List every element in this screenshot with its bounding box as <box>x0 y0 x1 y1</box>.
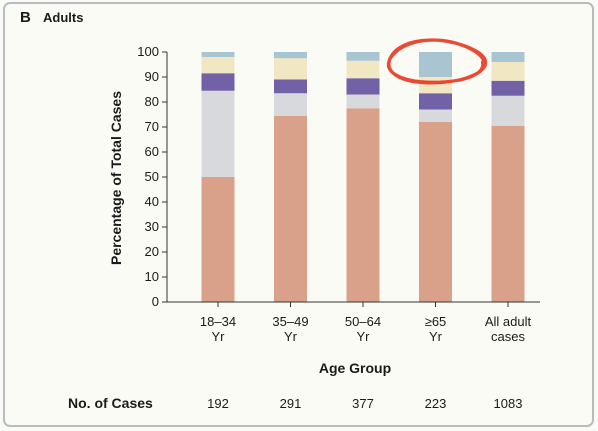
bar-segment-2-1 <box>346 94 380 109</box>
x-tick-label: 18–34 <box>200 314 236 329</box>
bar-segment-4-0 <box>491 125 525 302</box>
y-tick-label: 90 <box>145 69 159 84</box>
bar-segment-1-1 <box>274 93 307 116</box>
bar-segment-0-2 <box>201 73 235 91</box>
x-tick-label: Yr <box>429 329 443 344</box>
bar-segment-0-3 <box>201 57 235 74</box>
bar-segment-1-3 <box>274 58 307 80</box>
bar-segment-0-1 <box>201 90 235 177</box>
bar-segment-1-4 <box>274 52 307 59</box>
bar-segment-1-2 <box>274 79 307 94</box>
bar-segment-3-3 <box>419 77 452 94</box>
bar-segment-2-3 <box>346 60 380 79</box>
x-tick-label: cases <box>491 329 525 344</box>
panel-letter: B <box>20 9 31 26</box>
bar-segment-3-0 <box>419 122 452 302</box>
x-tick-label: Yr <box>357 329 371 344</box>
count-value: 223 <box>424 396 447 411</box>
bar-segment-2-0 <box>346 108 380 302</box>
y-tick-label: 40 <box>145 194 159 209</box>
x-tick-label: 50–64 <box>345 314 381 329</box>
y-tick-label: 20 <box>145 244 159 259</box>
x-tick-label: All adult <box>485 314 532 329</box>
x-tick-label: Yr <box>212 329 226 344</box>
bar-segment-4-4 <box>491 52 525 62</box>
x-tick-label: 35–49 <box>272 314 308 329</box>
count-value: 1083 <box>493 396 523 411</box>
bar-segment-3-2 <box>419 93 452 110</box>
x-tick-label: ≥65 <box>425 314 447 329</box>
bar-segment-2-4 <box>346 52 380 61</box>
y-tick-label: 0 <box>152 294 159 309</box>
counts-row-label: No. of Cases <box>68 395 153 411</box>
bar-segment-0-4 <box>201 52 235 57</box>
bar-segment-0-0 <box>201 177 235 302</box>
panel-title: Adults <box>43 10 84 25</box>
y-tick-label: 70 <box>145 119 159 134</box>
y-tick-label: 60 <box>145 144 159 159</box>
bar-segment-3-4 <box>419 52 452 77</box>
bar-segment-2-2 <box>346 78 380 95</box>
panel-header: B Adults <box>20 9 83 26</box>
bar-segment-1-0 <box>274 115 307 302</box>
count-value: 291 <box>279 396 302 411</box>
y-tick-label: 80 <box>145 94 159 109</box>
count-value: 192 <box>207 396 229 411</box>
y-tick-label: 10 <box>145 269 159 284</box>
x-axis-label: Age Group <box>319 360 391 376</box>
y-tick-label: 100 <box>137 44 159 59</box>
bar-segment-4-1 <box>491 95 525 126</box>
y-tick-label: 50 <box>145 169 159 184</box>
bar-segment-3-1 <box>419 109 452 122</box>
bar-segment-4-2 <box>491 80 525 96</box>
bar-segment-4-3 <box>491 62 525 81</box>
highlight-circle <box>386 38 488 85</box>
y-tick-label: 30 <box>145 219 159 234</box>
count-value: 377 <box>352 396 374 411</box>
y-axis-label: Percentage of Total Cases <box>108 91 124 265</box>
x-tick-label: Yr <box>284 329 298 344</box>
